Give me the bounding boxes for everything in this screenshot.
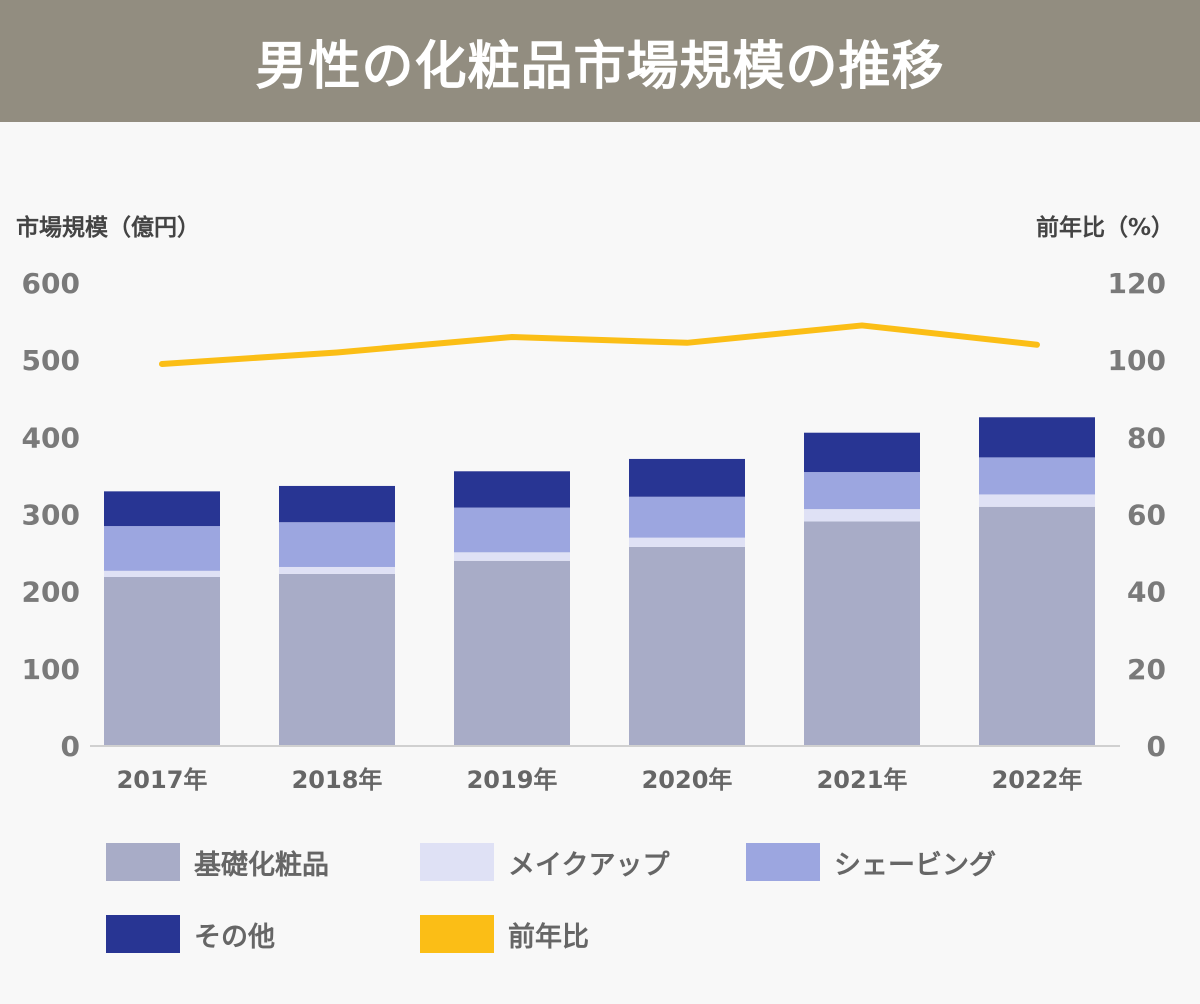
left-axis-title: 市場規模（億円） [16, 215, 200, 241]
bar-segment [629, 458, 745, 497]
legend-item-basic-skincare: 基礎化粧品 [106, 843, 329, 881]
legend-item-makeup: メイクアップ [420, 843, 669, 881]
left-tick-label: 500 [22, 344, 80, 377]
legend-swatch [746, 843, 820, 881]
chart-title: 男性の化粧品市場規模の推移 [255, 36, 945, 97]
bar-segment [979, 494, 1095, 507]
x-tick-label: 2019年 [467, 766, 558, 794]
bar-segment [279, 573, 395, 746]
right-tick-label: 100 [1108, 344, 1166, 377]
bar-segment [979, 417, 1095, 458]
right-tick-label: 0 [1147, 730, 1166, 763]
left-tick-label: 600 [22, 267, 80, 300]
chart-plot: 0 100 200 300 400 500 600 0 20 40 60 80 100 120 2017年 2… [22, 267, 1166, 794]
legend-swatch [420, 915, 494, 953]
legend-label: メイクアップ [508, 849, 670, 881]
left-tick-label: 300 [22, 499, 80, 532]
legend-label: その他 [194, 921, 275, 953]
legend-item-shaving: シェービング [746, 843, 996, 881]
right-axis-title: 前年比（%） [1035, 215, 1174, 241]
bar-segment [104, 577, 220, 746]
yoy-line [159, 322, 1040, 368]
left-tick-label: 100 [22, 653, 80, 686]
right-tick-label: 20 [1127, 653, 1166, 686]
legend-swatch [106, 915, 180, 953]
right-tick-label: 40 [1127, 576, 1166, 609]
bar-segment [104, 570, 220, 578]
bar-segment [454, 471, 570, 508]
legend-label: 前年比 [508, 921, 589, 953]
left-tick-label: 200 [22, 576, 80, 609]
legend-swatch [420, 843, 494, 881]
bar-segment [629, 537, 745, 547]
bar-segment [804, 432, 920, 473]
right-tick-label: 120 [1108, 267, 1166, 300]
legend-item-other: その他 [106, 915, 275, 953]
bar-segment [804, 521, 920, 746]
x-tick-label: 2020年 [642, 766, 733, 794]
left-tick-label: 400 [22, 421, 80, 454]
right-tick-label: 60 [1127, 499, 1166, 532]
bar-segment [279, 522, 395, 567]
bar-segment [804, 509, 920, 522]
bar-segment [279, 485, 395, 523]
legend-label: 基礎化粧品 [194, 849, 329, 881]
legend-label: シェービング [834, 849, 996, 881]
legend-item-yoy: 前年比 [420, 915, 589, 953]
left-tick-label: 0 [61, 730, 80, 763]
right-tick-label: 80 [1127, 421, 1166, 454]
bar-segment [804, 472, 920, 510]
bar-segment [454, 552, 570, 561]
bar-segment [979, 506, 1095, 746]
legend-swatch [106, 843, 180, 881]
bar-segment [454, 560, 570, 746]
x-tick-label: 2018年 [292, 766, 383, 794]
x-tick-label: 2022年 [992, 766, 1083, 794]
title-banner: 男性の化粧品市場規模の推移 [0, 0, 1200, 122]
bar-segment [629, 496, 745, 538]
bar-segment [454, 507, 570, 553]
bar-segment [104, 526, 220, 571]
x-tick-label: 2017年 [117, 766, 208, 794]
x-tick-label: 2021年 [817, 766, 908, 794]
bar-segment [104, 491, 220, 527]
bar-segment [629, 546, 745, 746]
bar-segment [279, 566, 395, 574]
bar-segment [979, 457, 1095, 495]
